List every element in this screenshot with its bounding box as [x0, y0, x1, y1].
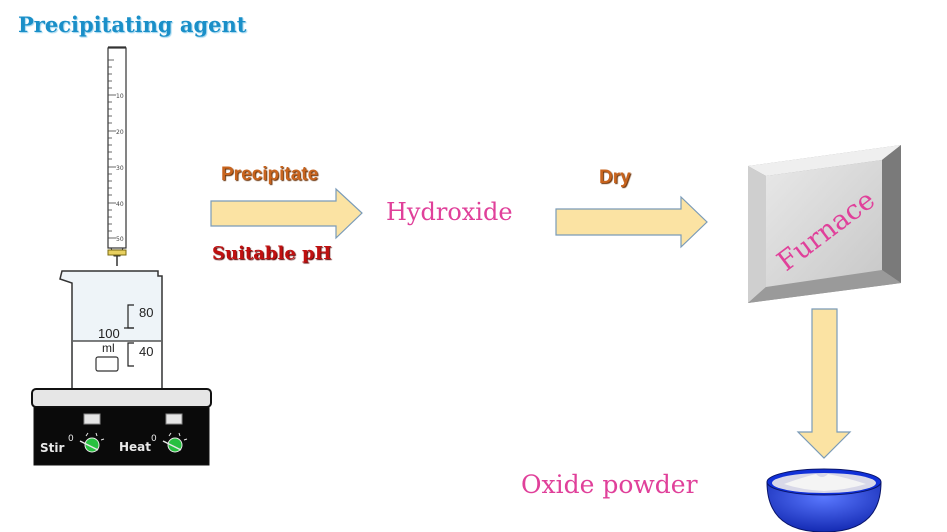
suitable-ph-label: Suitable pH	[212, 243, 332, 264]
dry-label: Dry	[599, 167, 631, 188]
oxide-powder-label: Oxide powder	[521, 470, 698, 499]
burette-scale-20: 20	[116, 129, 124, 136]
burette-scale-10: 10	[116, 93, 124, 100]
burette-scale	[108, 59, 116, 239]
hydroxide-label: Hydroxide	[386, 198, 513, 226]
beaker-mark-80: 80	[139, 305, 153, 320]
svg-text:0: 0	[68, 434, 74, 444]
arrow-precipitate	[210, 187, 363, 240]
bowl-icon	[766, 468, 882, 532]
heat-label: Heat	[119, 440, 151, 454]
stir-knob-icon	[79, 432, 105, 453]
hotplate: Stir Heat 0 0	[31, 388, 212, 466]
arrow-furnace-down	[796, 308, 852, 459]
arrow-dry	[555, 195, 708, 249]
furnace: Furnace	[748, 145, 901, 303]
stir-indicator	[83, 413, 101, 425]
beaker-mark-40: 40	[139, 344, 153, 359]
beaker: 80 40 100 ml	[59, 270, 163, 390]
precipitate-label: Precipitate	[221, 164, 319, 185]
burette-scale-50: 50	[116, 236, 124, 243]
heat-indicator	[165, 413, 183, 425]
beaker-volume: 100	[98, 326, 120, 341]
stopcock-icon	[107, 249, 127, 256]
burette-scale-40: 40	[116, 201, 124, 208]
stir-label: Stir	[40, 441, 64, 455]
heat-knob-icon	[162, 432, 188, 453]
beaker-unit: ml	[102, 341, 115, 355]
burette: 10 20 30 40 50	[107, 46, 127, 266]
precipitating-agent-label: Precipitating agent	[18, 12, 247, 37]
burette-scale-30: 30	[116, 165, 124, 172]
svg-text:0: 0	[151, 434, 157, 444]
